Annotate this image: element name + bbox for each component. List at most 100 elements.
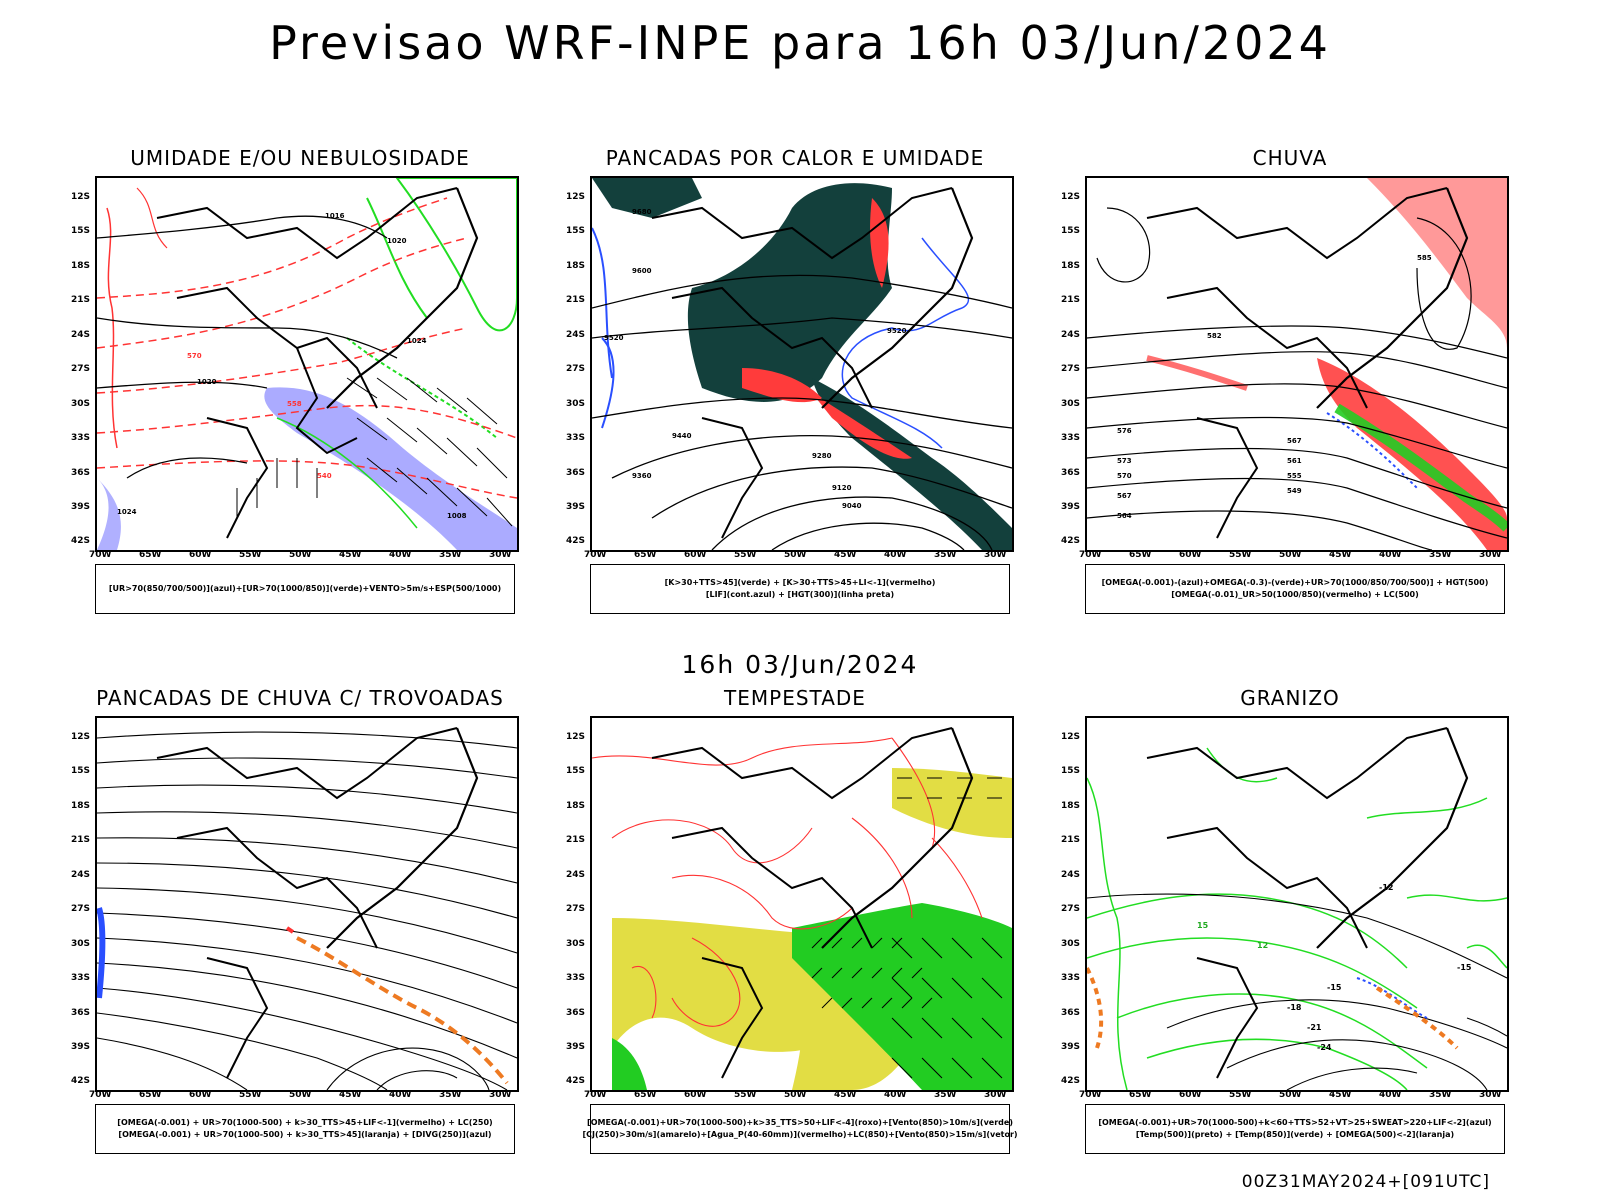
lon-label: 55W <box>1229 550 1252 560</box>
lon-label: 60W <box>1179 1090 1202 1100</box>
lat-label: 18S <box>71 261 91 271</box>
panel-pancadas-trovoadas: PANCADAS DE CHUVA C/ TROVOADAS <box>65 686 535 1166</box>
lon-label: 35W <box>1429 1090 1452 1100</box>
lat-label: 12S <box>1061 192 1081 202</box>
map-umidade-svg: 1016 1020 1024 1020 1024 1008 570 558 54… <box>97 178 517 550</box>
lon-label: 30W <box>489 1090 512 1100</box>
svg-text:-15: -15 <box>1457 963 1472 972</box>
lon-label: 45W <box>339 1090 362 1100</box>
lon-label: 60W <box>684 1090 707 1100</box>
lon-label: 30W <box>984 1090 1007 1100</box>
lon-label: 30W <box>1479 550 1502 560</box>
lat-label: 39S <box>1061 1042 1081 1052</box>
main-title: Previsao WRF-INPE para 16h 03/Jun/2024 <box>269 16 1331 70</box>
panel-title: TEMPESTADE <box>724 686 866 710</box>
svg-text:9680: 9680 <box>632 208 652 216</box>
lon-label: 70W <box>89 1090 112 1100</box>
panel-title: PANCADAS POR CALOR E UMIDADE <box>605 146 985 170</box>
lon-label: 65W <box>139 550 162 560</box>
svg-text:9440: 9440 <box>672 432 692 440</box>
lat-label: 39S <box>566 502 586 512</box>
svg-text:-15: -15 <box>1327 983 1342 992</box>
lat-label: 30S <box>1061 939 1081 949</box>
lat-label: 27S <box>71 904 91 914</box>
lat-label: 39S <box>1061 502 1081 512</box>
lat-label: 33S <box>71 433 91 443</box>
legend-line: [Temp(500)](preto) + [Temp(850)](verde) … <box>1135 1130 1455 1139</box>
lat-label: 15S <box>566 766 586 776</box>
lat-label: 36S <box>1061 468 1081 478</box>
panel-legend: [UR>70(850/700/500)](azul)+[UR>70(1000/8… <box>95 564 515 614</box>
map-frame <box>590 716 1014 1092</box>
lon-label: 60W <box>189 1090 212 1100</box>
lon-label: 65W <box>139 1090 162 1100</box>
lat-label: 21S <box>1061 835 1081 845</box>
lon-label: 40W <box>389 550 412 560</box>
lat-label: 27S <box>1061 904 1081 914</box>
footer-run-info: 00Z31MAY2024+[091UTC] <box>1241 1172 1490 1192</box>
lat-label: 27S <box>1061 364 1081 374</box>
svg-text:9280: 9280 <box>812 452 832 460</box>
svg-text:570: 570 <box>1117 472 1132 480</box>
lat-label: 21S <box>71 835 91 845</box>
svg-text:573: 573 <box>1117 457 1132 465</box>
panel-granizo: GRANIZO <box>1055 686 1525 1166</box>
lat-label: 33S <box>566 433 586 443</box>
lon-label: 60W <box>684 550 707 560</box>
map-tempestade-svg <box>592 727 1012 1090</box>
lat-label: 18S <box>1061 801 1081 811</box>
lat-label: 15S <box>1061 766 1081 776</box>
lon-label: 35W <box>934 550 957 560</box>
lat-label: 18S <box>1061 261 1081 271</box>
lat-label: 12S <box>566 732 586 742</box>
lat-label: 21S <box>566 835 586 845</box>
lat-label: 27S <box>566 364 586 374</box>
lon-label: 55W <box>1229 1090 1252 1100</box>
panel-legend: [OMEGA(-0.001)+UR>70(1000-500)+k<60+TTS>… <box>1085 1104 1505 1154</box>
svg-text:-18: -18 <box>1287 1003 1302 1012</box>
svg-text:9120: 9120 <box>832 484 852 492</box>
lat-label: 18S <box>71 801 91 811</box>
lat-label: 36S <box>1061 1008 1081 1018</box>
lat-label: 39S <box>566 1042 586 1052</box>
map-frame: -12 -15 -15 -18 -21 -24 15 12 <box>1085 716 1509 1092</box>
lon-label: 70W <box>584 1090 607 1100</box>
lat-label: 15S <box>71 766 91 776</box>
lat-label: 15S <box>71 226 91 236</box>
lat-label: 21S <box>1061 295 1081 305</box>
lon-label: 30W <box>489 550 512 560</box>
lon-label: 50W <box>1279 1090 1302 1100</box>
svg-text:9360: 9360 <box>632 472 652 480</box>
lon-label: 65W <box>634 550 657 560</box>
svg-text:-24: -24 <box>1317 1043 1332 1052</box>
lon-label: 40W <box>884 1090 907 1100</box>
panel-legend: [OMEGA(-0.001) + UR>70(1000-500) + k>30_… <box>95 1104 515 1154</box>
lon-label: 50W <box>784 1090 807 1100</box>
svg-text:582: 582 <box>1207 332 1222 340</box>
lat-label: 30S <box>1061 399 1081 409</box>
lon-label: 45W <box>1329 1090 1352 1100</box>
lat-label: 33S <box>566 973 586 983</box>
lon-label: 55W <box>734 550 757 560</box>
lat-label: 42S <box>566 1076 586 1086</box>
map-frame: 1016 1020 1024 1020 1024 1008 570 558 54… <box>95 176 519 552</box>
lon-label: 45W <box>834 1090 857 1100</box>
lon-label: 55W <box>734 1090 757 1100</box>
legend-line: [OMEGA(-0.001)+UR>70(1000-500)+k<60+TTS>… <box>1098 1118 1492 1127</box>
lat-label: 24S <box>566 330 586 340</box>
legend-line: [OMEGA(-0.001) + UR>70(1000-500) + k>30_… <box>118 1130 492 1139</box>
panel-tempestade: TEMPESTADE <box>560 686 1030 1166</box>
lat-label: 42S <box>566 536 586 546</box>
lon-label: 35W <box>1429 550 1452 560</box>
lat-label: 27S <box>71 364 91 374</box>
svg-text:540: 540 <box>317 472 332 480</box>
lat-label: 42S <box>1061 536 1081 546</box>
lon-label: 30W <box>984 550 1007 560</box>
svg-text:9520: 9520 <box>887 327 907 335</box>
lat-label: 30S <box>71 939 91 949</box>
lon-label: 70W <box>1079 1090 1102 1100</box>
svg-text:1024: 1024 <box>117 508 137 516</box>
lon-label: 50W <box>289 550 312 560</box>
map-pancadas-calor-svg: 9680 9600 9520 9520 9440 9360 9280 9120 … <box>592 178 1012 550</box>
map-frame: 9680 9600 9520 9520 9440 9360 9280 9120 … <box>590 176 1014 552</box>
